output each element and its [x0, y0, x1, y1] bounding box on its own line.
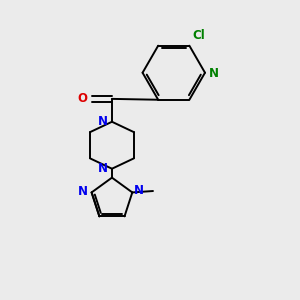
Text: N: N: [98, 162, 107, 175]
Text: N: N: [134, 184, 144, 197]
Text: N: N: [209, 67, 219, 80]
Text: O: O: [78, 92, 88, 105]
Text: Cl: Cl: [192, 29, 205, 42]
Text: N: N: [98, 115, 107, 128]
Text: N: N: [77, 185, 87, 198]
